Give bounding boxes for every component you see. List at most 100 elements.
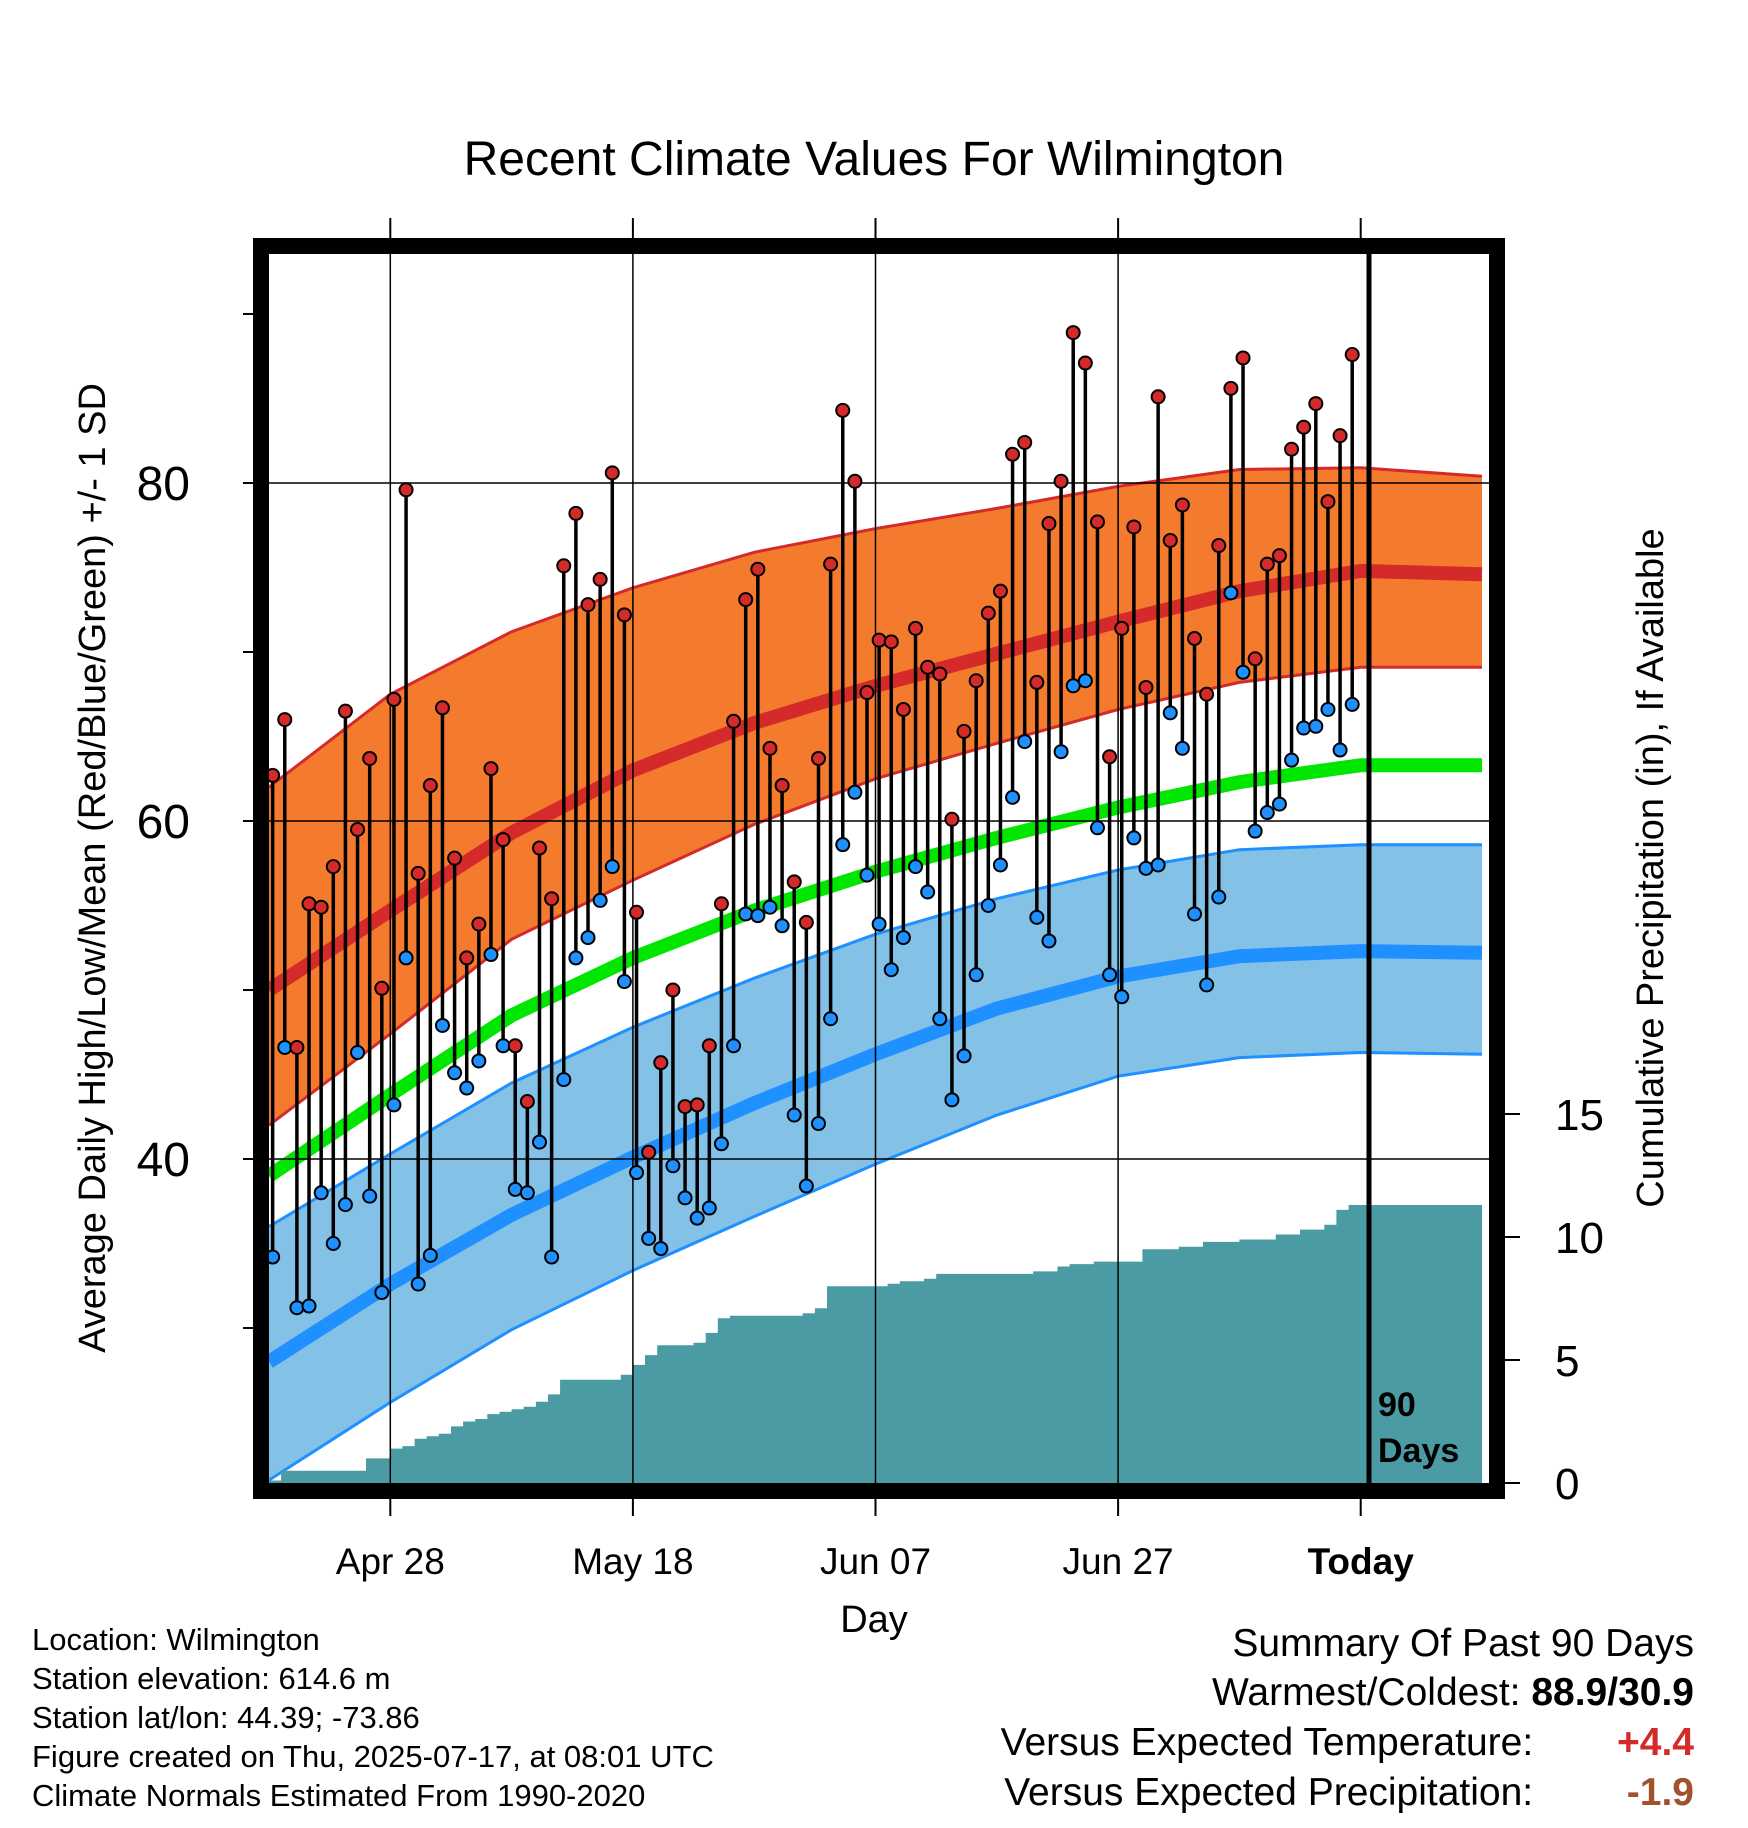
observed-high-point [1138, 679, 1154, 695]
observed-high-point [944, 811, 960, 827]
observed-low-point [992, 857, 1008, 873]
observed-high-point [835, 402, 851, 418]
observed-low-point [689, 1210, 705, 1226]
observed-low-point [386, 1097, 402, 1113]
summary-temp-row: Versus Expected Temperature: +4.4 [1001, 1718, 1694, 1768]
observed-low-point [738, 906, 754, 922]
observed-high-point [871, 632, 887, 648]
observed-low-point [495, 1038, 511, 1054]
observed-high-point [1102, 749, 1118, 765]
observed-low-point [908, 859, 924, 875]
observed-low-point [629, 1165, 645, 1181]
observed-high-point [507, 1038, 523, 1054]
observed-high-point [823, 556, 839, 572]
observed-low-point [762, 899, 778, 915]
observed-low-point [459, 1080, 475, 1096]
summary-warmest-row: Warmest/Coldest: 88.9/30.9 [1001, 1668, 1694, 1718]
observed-high-point [956, 723, 972, 739]
observed-high-point [786, 874, 802, 890]
observed-low-point [544, 1249, 560, 1265]
observed-low-point [556, 1072, 572, 1088]
observed-high-point [726, 713, 742, 729]
observed-high-point [1017, 434, 1033, 450]
observed-high-point [301, 896, 317, 912]
observed-low-point [968, 967, 984, 983]
observed-high-point [1005, 446, 1021, 462]
observed-high-point [313, 899, 329, 915]
observed-high-point [859, 685, 875, 701]
observed-low-point [410, 1276, 426, 1292]
observed-low-point [1332, 742, 1348, 758]
observed-low-point [374, 1285, 390, 1301]
observed-high-point [592, 571, 608, 587]
observed-high-point [1187, 630, 1203, 646]
observed-low-point [932, 1011, 948, 1027]
observed-high-point [762, 740, 778, 756]
observed-high-point [1308, 396, 1324, 412]
observed-low-point [1235, 664, 1251, 680]
observed-low-point [980, 898, 996, 913]
observed-high-point [604, 465, 620, 481]
observed-high-point [750, 561, 766, 577]
observed-low-point [713, 1136, 729, 1152]
observed-high-point [269, 767, 281, 783]
observed-high-point [1162, 532, 1178, 548]
observed-low-point [616, 974, 632, 990]
observed-low-point [531, 1134, 547, 1150]
observed-low-point [1077, 673, 1093, 689]
observed-high-point [895, 701, 911, 717]
observed-high-point [810, 750, 826, 766]
chart-title: Recent Climate Values For Wilmington [464, 133, 1285, 186]
x-axis-label: Day [840, 1599, 908, 1641]
observed-low-point [1126, 830, 1142, 846]
observed-high-point [350, 821, 366, 837]
summary-block: Summary Of Past 90 Days Warmest/Coldest:… [1001, 1620, 1694, 1818]
observed-low-point [313, 1185, 329, 1201]
observed-low-point [774, 918, 790, 934]
observed-high-point [434, 700, 450, 716]
observed-low-point [944, 1092, 960, 1108]
observed-low-point [823, 1011, 839, 1027]
observed-low-point [580, 930, 596, 946]
y-tick-label: 40 [137, 1134, 190, 1187]
observed-high-point [568, 505, 584, 521]
observed-low-point [883, 962, 899, 978]
observed-high-point [1065, 325, 1081, 341]
observed-high-point [1235, 350, 1251, 366]
observed-low-point [1223, 585, 1239, 601]
warmest-value: 88.9/30.9 [1531, 1671, 1694, 1714]
y2-tick-label: 10 [1555, 1214, 1604, 1263]
observed-high-point [1126, 519, 1142, 535]
today-days-unit: Days [1378, 1432, 1459, 1470]
observed-low-point [1029, 909, 1045, 925]
observed-low-point [1041, 933, 1057, 949]
observed-high-point [701, 1038, 717, 1054]
precip-anomaly-value: -1.9 [1626, 1771, 1694, 1814]
observed-low-point [398, 950, 414, 966]
observed-high-point [1150, 389, 1166, 405]
observed-low-point [568, 950, 584, 966]
temp-anomaly-value: +4.4 [1617, 1721, 1694, 1764]
observed-high-point [1259, 556, 1275, 572]
observed-low-point [422, 1247, 438, 1263]
observed-low-point [1344, 696, 1360, 712]
observed-high-point [1053, 473, 1069, 489]
observed-high-point [677, 1099, 693, 1115]
observed-low-point [653, 1241, 669, 1257]
y-tick-label: 80 [137, 458, 190, 511]
observed-high-point [738, 592, 754, 608]
observed-high-point [422, 778, 438, 794]
observed-low-point [641, 1230, 657, 1246]
observed-high-point [1041, 516, 1057, 532]
observed-high-point [616, 607, 632, 623]
y2-tick-label: 5 [1555, 1337, 1579, 1386]
observed-low-point [1150, 857, 1166, 873]
observed-low-point [519, 1185, 535, 1201]
observed-low-point [350, 1045, 366, 1061]
observed-low-point [786, 1107, 802, 1123]
observed-high-point [1223, 380, 1239, 396]
summary-precip-row: Versus Expected Precipitation: -1.9 [1001, 1768, 1694, 1818]
observed-low-point [434, 1017, 450, 1033]
observed-high-point [1332, 428, 1348, 444]
observed-high-point [932, 666, 948, 682]
